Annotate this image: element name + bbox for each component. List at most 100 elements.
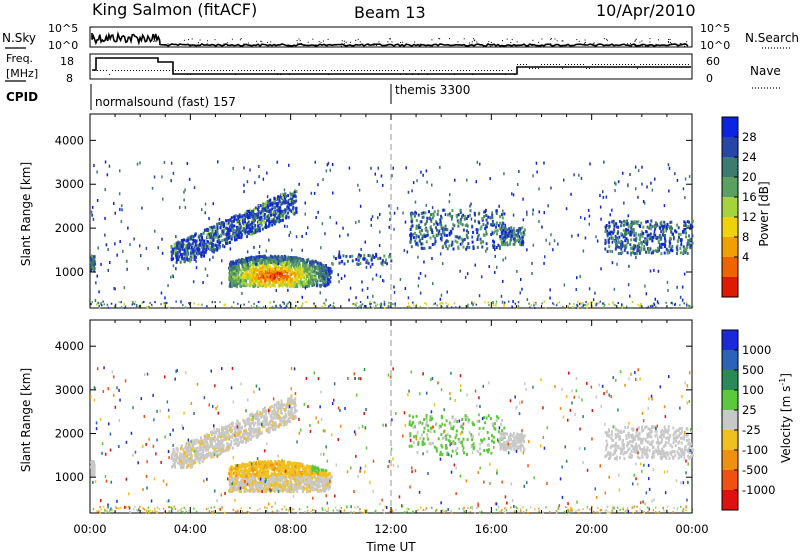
- power-cell: [122, 249, 124, 253]
- nsearch-point: [584, 39, 586, 41]
- power-cell: [170, 254, 173, 258]
- power-cell: [302, 302, 304, 305]
- power-cell: [291, 283, 294, 287]
- nave-point: [208, 70, 209, 71]
- power-cell: [654, 297, 656, 301]
- power-cell: [226, 232, 229, 236]
- nave-point: [388, 70, 389, 71]
- power-cell: [279, 209, 282, 213]
- power-cell: [409, 239, 412, 243]
- nave-point: [442, 70, 443, 71]
- velocity-cell: [291, 406, 294, 410]
- power-cell: [494, 248, 496, 251]
- velocity-cell: [261, 414, 264, 418]
- power-cell: [446, 305, 448, 308]
- power-cell: [260, 215, 263, 219]
- velocity-cell: [265, 410, 268, 414]
- power-cell: [664, 236, 666, 240]
- power-cell: [90, 257, 93, 261]
- power-cell: [249, 227, 251, 231]
- power-cell: [247, 264, 250, 268]
- nsearch-point: [669, 41, 671, 43]
- power-cell: [175, 245, 178, 249]
- power-cell: [615, 222, 618, 226]
- power-cell: [191, 255, 194, 258]
- power-cell: [459, 208, 462, 212]
- power-cell: [453, 302, 456, 305]
- power-cell: [360, 304, 362, 307]
- power-cell: [259, 301, 261, 304]
- power-cell: [216, 225, 219, 228]
- power-cell: [239, 284, 242, 288]
- power-cell: [662, 230, 665, 234]
- power-cell: [280, 210, 283, 214]
- power-cell: [443, 228, 445, 232]
- power-cell: [491, 211, 493, 215]
- velocity-cell: [248, 432, 251, 436]
- power-cell: [90, 210, 93, 214]
- power-cell: [194, 239, 196, 242]
- power-cell: [654, 227, 657, 231]
- power-cell: [603, 306, 605, 309]
- power-cell: [247, 220, 250, 224]
- nsearch-point: [630, 42, 631, 44]
- nsearch-point: [686, 41, 688, 43]
- power-cell: [186, 258, 188, 261]
- power-cell: [433, 222, 435, 226]
- power-cell: [504, 233, 507, 237]
- power-cell: [290, 196, 293, 200]
- power-cell: [664, 241, 666, 245]
- nave-point: [139, 70, 140, 71]
- power-cell: [286, 303, 288, 306]
- velocity-cell: [287, 410, 290, 414]
- power-cell: [304, 264, 307, 268]
- power-cell: [429, 246, 432, 250]
- power-cell: [504, 226, 507, 230]
- power-cell: [534, 303, 537, 305]
- power-cell: [293, 307, 295, 310]
- power-cell: [431, 206, 434, 210]
- power-cell: [283, 254, 286, 258]
- power-cell: [440, 214, 442, 218]
- power-cell: [439, 218, 442, 222]
- velocity-cell: [274, 427, 276, 431]
- power-cell: [627, 225, 630, 229]
- power-cell: [251, 278, 254, 282]
- power-cell: [223, 228, 226, 232]
- power-cell: [445, 234, 448, 237]
- power-cell: [253, 279, 256, 283]
- power-cell: [392, 303, 394, 306]
- power-cell: [107, 268, 109, 272]
- velocity-cell: [261, 431, 264, 435]
- power-cell: [221, 223, 224, 227]
- power-cell: [161, 175, 163, 179]
- velocity-cell: [285, 404, 288, 408]
- power-cell: [660, 252, 663, 256]
- power-cell: [310, 277, 312, 281]
- power-cell: [369, 302, 371, 305]
- nave-point: [646, 64, 647, 65]
- power-cell: [538, 220, 540, 223]
- power-cell: [490, 223, 493, 227]
- nave-point: [298, 70, 299, 71]
- nsearch-point: [297, 42, 299, 44]
- power-cell: [268, 256, 270, 260]
- power-cell: [261, 263, 264, 267]
- power-cell: [270, 258, 273, 262]
- power-cell: [686, 220, 689, 224]
- nsearch-point: [300, 43, 302, 44]
- nave-point: [400, 74, 401, 75]
- power-cell: [287, 215, 290, 219]
- nsearch-point: [240, 38, 242, 40]
- power-cell: [119, 240, 121, 243]
- power-cell: [184, 205, 187, 209]
- power-cell: [288, 268, 291, 272]
- power-cell: [245, 272, 247, 276]
- power-cell: [457, 221, 460, 225]
- power-cell: [419, 305, 422, 308]
- power-cell: [357, 307, 359, 309]
- power-cell: [273, 200, 276, 204]
- power-cell: [249, 268, 252, 272]
- power-cell: [521, 287, 523, 291]
- power-cell: [237, 215, 240, 219]
